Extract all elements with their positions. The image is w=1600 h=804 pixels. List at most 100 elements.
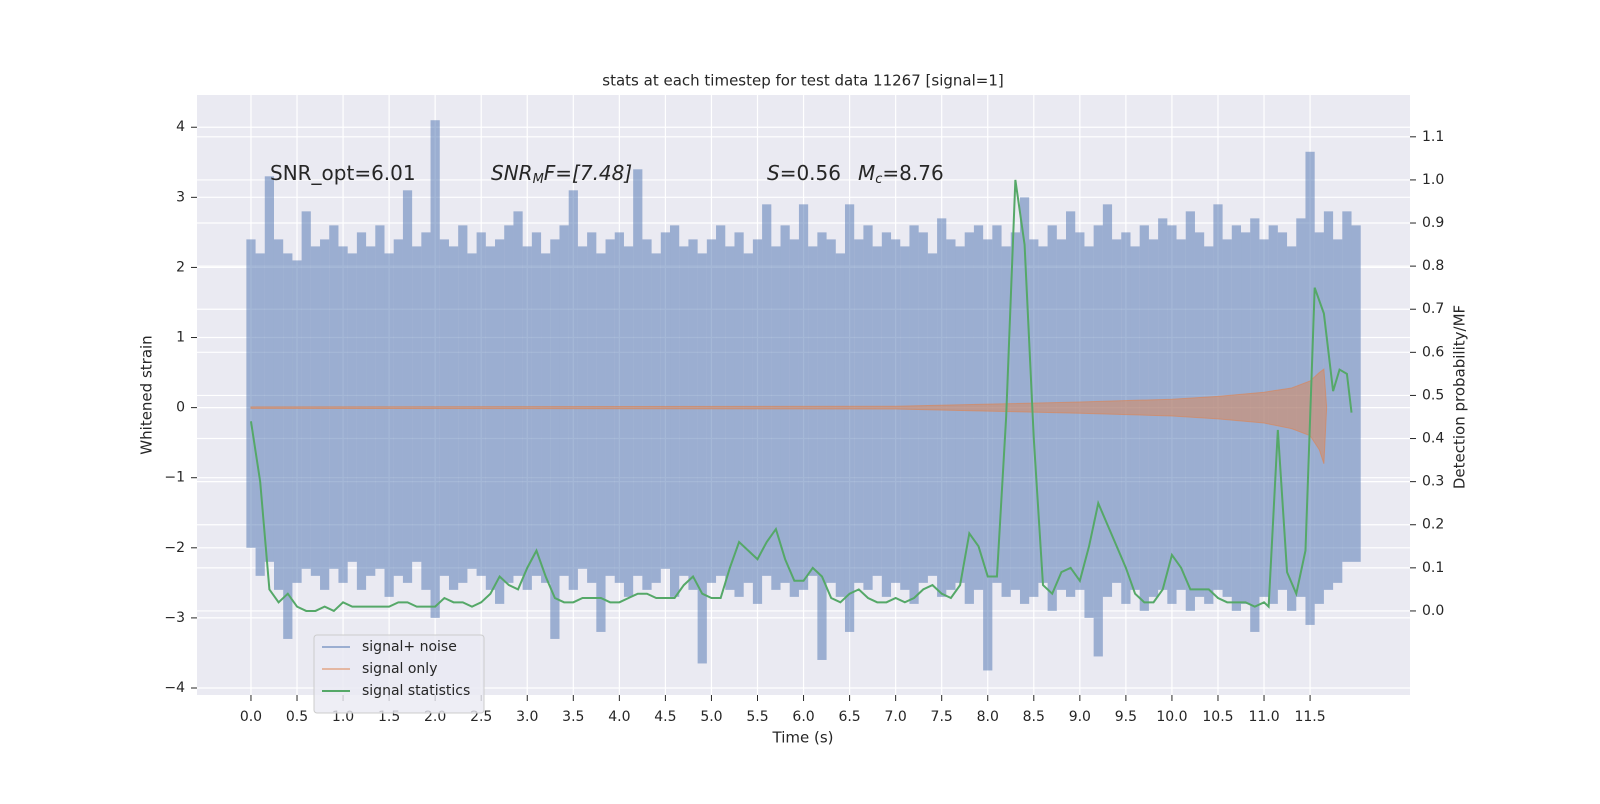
noise-span [881,232,892,597]
noise-span [826,239,836,583]
y-tick-label: 2 [176,259,185,275]
noise-span [789,239,799,597]
noise-span [402,190,413,583]
annotation: S=0.56 [767,161,841,185]
annotation-subscript: c [875,172,882,187]
annotation-text: SNR [491,161,533,185]
noise-span [329,225,339,569]
noise-span [1351,225,1361,562]
noise-span [798,204,809,590]
noise-span [808,246,818,576]
noise-span [1019,197,1030,604]
noise-span [752,239,763,604]
noise-span [596,253,606,632]
noise-span [476,232,486,576]
y-tick-label: −2 [164,540,185,556]
x-tick-label: 3.5 [562,709,584,725]
y-axis-label: Whitened strain [138,335,156,454]
noise-span [531,232,542,576]
noise-span [559,225,569,576]
noise-span [1121,232,1131,604]
y-tick-label: −3 [164,610,185,626]
y2-tick-label: 0.9 [1422,215,1444,231]
noise-span [1047,225,1057,611]
noise-span [743,253,753,583]
y-tick-label: 4 [176,119,185,135]
noise-span [1333,239,1343,583]
noise-span [1038,246,1048,583]
noise-span [264,176,274,562]
noise-span [485,246,496,590]
y2-tick-label: 0.3 [1422,474,1444,490]
x-tick-label: 4.5 [654,709,676,725]
noise-span [927,253,938,576]
x-tick-label: 8.0 [977,709,999,725]
noise-span [412,246,422,562]
plot-layer [197,95,1410,695]
annotation: SNRMF=[7.48] [491,161,632,187]
noise-span [697,253,707,664]
x-axis-label: Time (s) [772,729,834,747]
noise-span [320,239,330,590]
x-tick-label: 7.0 [885,709,907,725]
noise-span [725,246,735,590]
noise-span [716,225,726,576]
x-tick-label: 10.5 [1202,709,1233,725]
annotation-text: F=[7.48] [544,161,632,185]
noise-span [356,232,367,590]
noise-span [301,211,311,569]
y2-tick-label: 0.1 [1422,560,1444,576]
noise-span [310,246,321,576]
noise-span [900,246,910,590]
x-tick-label: 0.5 [286,709,308,725]
noise-span [384,253,394,597]
y2-tick-label: 0.5 [1422,387,1444,403]
annotation-text: SNR_opt=6.01 [270,161,416,185]
noise-span [1139,225,1149,611]
noise-span [964,232,974,604]
noise-span [891,239,901,583]
noise-span [660,232,671,569]
noise-span [955,246,965,583]
x-tick-label: 5.5 [746,709,768,725]
x-tick-label: 6.0 [792,709,814,725]
noise-span [679,246,689,576]
noise-span [1056,239,1067,590]
annotation: SNR_opt=6.01 [270,161,416,185]
y-tick-label: 1 [176,330,185,346]
y2-tick-label: 1.0 [1422,172,1444,188]
noise-span [1148,239,1159,597]
x-tick-label: 7.5 [931,709,953,725]
signal-band [250,368,1328,464]
noise-span [983,239,993,671]
x-tick-label: 11.0 [1248,709,1279,725]
y2-tick-label: 1.1 [1422,129,1444,145]
y-tick-label: −4 [164,680,185,696]
x-tick-label: 9.0 [1069,709,1091,725]
noise-span [623,246,634,597]
noise-span [568,190,578,590]
noise-span [1323,211,1334,590]
annotation-text: M [858,161,875,185]
x-tick-label: 11.5 [1294,709,1325,725]
legend-label: signal+ noise [362,639,457,655]
noise-span [1102,204,1113,597]
noise-span [338,246,348,583]
legend-label: signal only [362,661,437,677]
noise-span [780,225,790,583]
noise-span [688,239,698,590]
noise-span [817,232,827,660]
y2-axis-label: Detection probability/MF [1451,305,1469,489]
x-tick-label: 4.0 [608,709,630,725]
noise-span [495,239,505,604]
x-tick-label: 6.5 [838,709,860,725]
noise-span [421,232,431,590]
noise-span [872,246,882,576]
x-tick-label: 3.0 [516,709,538,725]
annotation-text: S [767,161,780,185]
x-tick-label: 10.0 [1156,709,1187,725]
x-tick-label: 8.5 [1023,709,1045,725]
noise-span [255,253,265,576]
noise-span [706,239,717,583]
